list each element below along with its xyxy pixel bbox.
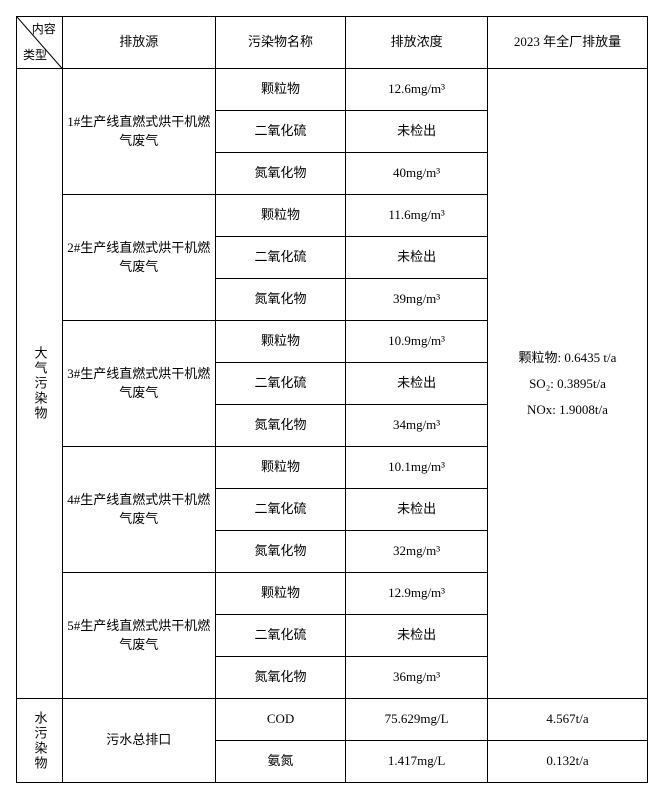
pollutant-cell: 颗粒物 <box>215 321 345 363</box>
pollutant-cell: 氮氧化物 <box>215 279 345 321</box>
pollutant-cell: 颗粒物 <box>215 447 345 489</box>
pollutant-cell: 二氧化硫 <box>215 363 345 405</box>
source-cell: 1#生产线直燃式烘干机燃气废气 <box>62 69 215 195</box>
air-category-label: 大气污染物 <box>17 69 63 699</box>
conc-cell: 12.6mg/m³ <box>346 69 488 111</box>
pollutant-cell: 二氧化硫 <box>215 489 345 531</box>
table-row: 水污染物 污水总排口 COD 75.629mg/L 4.567t/a <box>17 699 648 741</box>
annual-so2: SO₂: 0.3895t/a <box>488 371 647 397</box>
header-content-label: 内容 <box>32 21 56 38</box>
annual-nox: NOx: 1.9008t/a <box>488 397 647 423</box>
conc-cell: 40mg/m³ <box>346 153 488 195</box>
pollutant-cell: 氮氧化物 <box>215 153 345 195</box>
pollutant-cell: 二氧化硫 <box>215 111 345 153</box>
table-row: 大气污染物 1#生产线直燃式烘干机燃气废气 颗粒物 12.6mg/m³ 颗粒物:… <box>17 69 648 111</box>
conc-cell: 未检出 <box>346 111 488 153</box>
annual-cell: 4.567t/a <box>487 699 647 741</box>
source-cell: 5#生产线直燃式烘干机燃气废气 <box>62 573 215 699</box>
col-pollutant: 污染物名称 <box>215 17 345 69</box>
pollutant-cell: 颗粒物 <box>215 573 345 615</box>
pollutant-cell: 二氧化硫 <box>215 615 345 657</box>
pollutant-cell: 颗粒物 <box>215 69 345 111</box>
diagonal-header-cell: 内容 类型 <box>17 17 63 69</box>
conc-cell: 未检出 <box>346 489 488 531</box>
conc-cell: 75.629mg/L <box>346 699 488 741</box>
conc-cell: 32mg/m³ <box>346 531 488 573</box>
conc-cell: 39mg/m³ <box>346 279 488 321</box>
pollutant-cell: 颗粒物 <box>215 195 345 237</box>
conc-cell: 34mg/m³ <box>346 405 488 447</box>
conc-cell: 未检出 <box>346 363 488 405</box>
water-category-label: 水污染物 <box>17 699 63 783</box>
annual-air-cell: 颗粒物: 0.6435 t/a SO₂: 0.3895t/a NOx: 1.90… <box>487 69 647 699</box>
pollutant-cell: 氮氧化物 <box>215 531 345 573</box>
conc-cell: 未检出 <box>346 237 488 279</box>
conc-cell: 10.9mg/m³ <box>346 321 488 363</box>
conc-cell: 12.9mg/m³ <box>346 573 488 615</box>
annual-pm: 颗粒物: 0.6435 t/a <box>488 345 647 371</box>
pollutant-cell: COD <box>215 699 345 741</box>
pollutant-cell: 二氧化硫 <box>215 237 345 279</box>
pollutant-cell: 氮氧化物 <box>215 657 345 699</box>
conc-cell: 36mg/m³ <box>346 657 488 699</box>
col-concentration: 排放浓度 <box>346 17 488 69</box>
source-cell: 4#生产线直燃式烘干机燃气废气 <box>62 447 215 573</box>
pollutant-cell: 氮氧化物 <box>215 405 345 447</box>
emissions-table: 内容 类型 排放源 污染物名称 排放浓度 2023 年全厂排放量 大气污染物 1… <box>16 16 648 783</box>
header-row: 内容 类型 排放源 污染物名称 排放浓度 2023 年全厂排放量 <box>17 17 648 69</box>
source-cell: 3#生产线直燃式烘干机燃气废气 <box>62 321 215 447</box>
source-cell: 污水总排口 <box>62 699 215 783</box>
conc-cell: 未检出 <box>346 615 488 657</box>
conc-cell: 10.1mg/m³ <box>346 447 488 489</box>
source-cell: 2#生产线直燃式烘干机燃气废气 <box>62 195 215 321</box>
header-type-label: 类型 <box>23 47 47 64</box>
conc-cell: 11.6mg/m³ <box>346 195 488 237</box>
col-annual: 2023 年全厂排放量 <box>487 17 647 69</box>
col-source: 排放源 <box>62 17 215 69</box>
